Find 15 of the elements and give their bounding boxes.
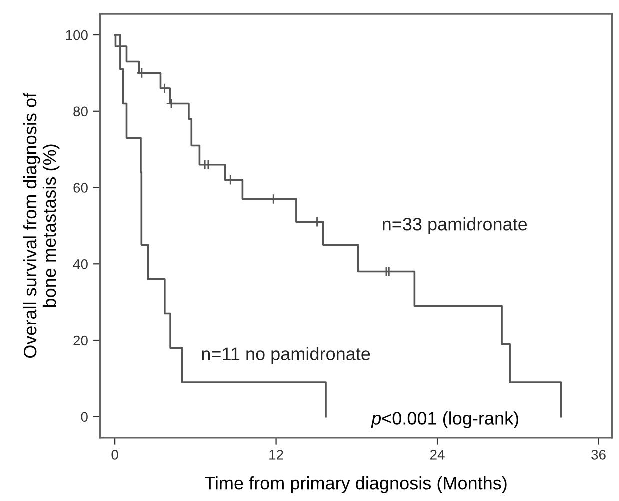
y-tick-label: 80 (74, 106, 88, 117)
x-tick-label: 12 (270, 450, 284, 460)
y-tick-label: 0 (81, 412, 88, 422)
series-label: n=33 pamidronate (383, 218, 528, 234)
y-tick-label: 20 (74, 336, 88, 346)
x-tick-label: 36 (592, 450, 606, 460)
y-tick-label: 100 (66, 30, 88, 40)
series-label: n=11 no pamidronate (202, 347, 370, 364)
annotation: p<0.001 (log-rank) (371, 412, 518, 428)
y-tick-label: 60 (74, 183, 88, 193)
y-tick-label: 40 (73, 259, 88, 270)
x-tick-label: 0 (112, 450, 118, 460)
x-axis-title: Time from primary diagnosis (Months) (204, 476, 507, 494)
y-axis-title: Overall survival from diagnosis of bone metastasis (%) (23, 92, 60, 358)
x-tick-label: 24 (430, 450, 445, 460)
